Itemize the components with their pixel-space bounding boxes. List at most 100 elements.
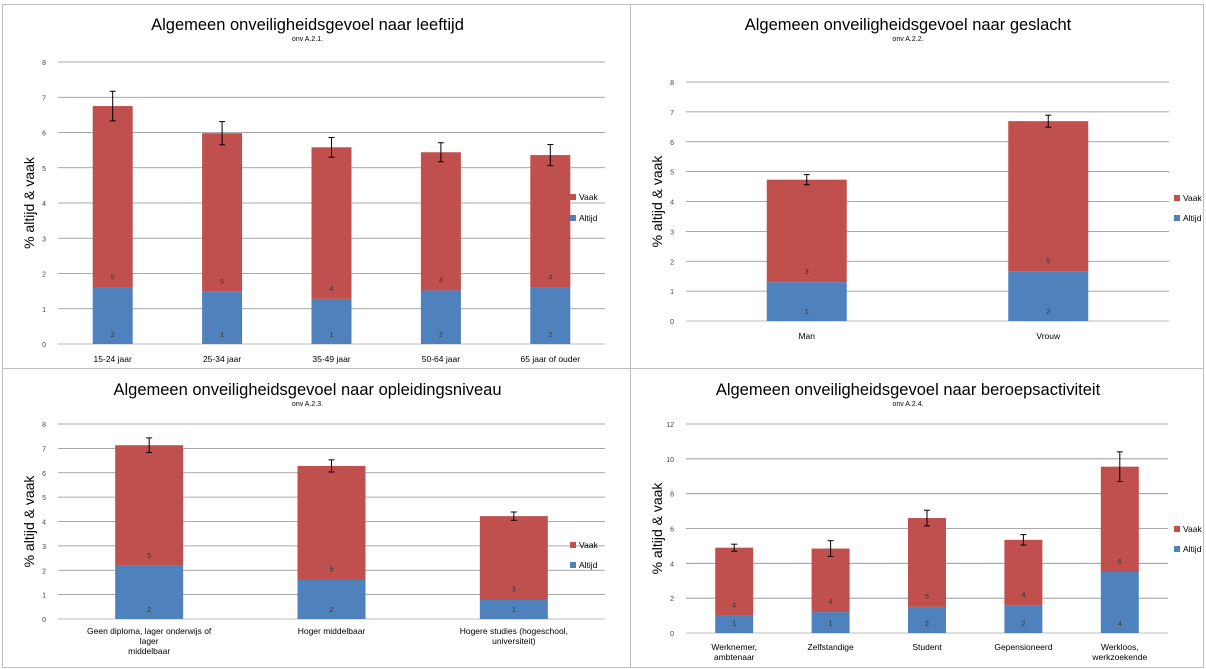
y-tick-label: 1 xyxy=(42,593,46,600)
data-label: 1 xyxy=(220,332,224,339)
x-category-label: 65 jaar of ouder xyxy=(521,354,581,364)
y-tick-label: 3 xyxy=(670,229,674,236)
x-category-label: Hogere studies (hogeschool, xyxy=(460,626,568,636)
x-category-label: middelbaar xyxy=(128,646,170,656)
x-category-label: universiteit) xyxy=(492,636,536,646)
x-category-label: Vrouw xyxy=(1036,331,1061,341)
data-label: 5 xyxy=(925,594,929,601)
legend-label-vaak: Vaak xyxy=(579,192,598,202)
legend-swatch-altijd xyxy=(570,215,576,221)
bar-altijd xyxy=(479,599,548,619)
y-tick-label: 0 xyxy=(42,342,46,349)
y-tick-label: 10 xyxy=(666,457,674,464)
x-category-label: Man xyxy=(798,331,815,341)
x-category-label: 15-24 jaar xyxy=(94,354,132,364)
chart-title: Algemeen onveiligheidsgevoel naar leefti… xyxy=(151,16,464,34)
chart-panel-occupation: Algemeen onveiligheidsgevoel naar beroep… xyxy=(630,368,1204,668)
y-axis-label: % altijd & vaak xyxy=(21,156,37,249)
y-tick-label: 6 xyxy=(42,131,46,138)
data-label: 4 xyxy=(548,275,552,282)
y-tick-label: 7 xyxy=(42,446,46,453)
x-category-label: werkzoekende xyxy=(1091,652,1147,662)
bar-vaak xyxy=(715,547,754,616)
y-tick-label: 3 xyxy=(42,236,46,243)
x-category-label: Student xyxy=(912,642,942,652)
data-label: 4 xyxy=(732,603,736,610)
data-label: 5 xyxy=(330,567,334,574)
y-tick-label: 0 xyxy=(670,319,674,326)
y-tick-label: 12 xyxy=(666,422,674,429)
y-tick-label: 1 xyxy=(42,307,46,314)
y-tick-label: 4 xyxy=(42,201,46,208)
bar-altijd xyxy=(715,615,754,633)
x-category-label: Werknemer, xyxy=(711,642,757,652)
bar-vaak xyxy=(766,179,847,283)
data-label: 1 xyxy=(732,621,736,628)
bar-vaak xyxy=(811,548,850,613)
bar-altijd xyxy=(1008,271,1089,321)
data-label: 2 xyxy=(330,607,334,614)
bar-altijd xyxy=(311,298,352,344)
x-category-label: lager xyxy=(140,636,159,646)
y-tick-label: 7 xyxy=(670,110,674,117)
bar-altijd xyxy=(420,290,461,344)
y-tick-label: 5 xyxy=(42,166,46,173)
legend-swatch-vaak xyxy=(570,194,576,200)
x-category-label: Geen diploma, lager onderwijs of xyxy=(87,626,212,636)
data-label: 6 xyxy=(1118,559,1122,566)
bar-altijd xyxy=(92,287,133,344)
x-category-label: ambtenaar xyxy=(714,652,755,662)
bar-vaak xyxy=(311,147,352,299)
data-label: 2 xyxy=(147,607,151,614)
data-label: 4 xyxy=(330,286,334,293)
y-tick-label: 4 xyxy=(42,520,46,527)
data-label: 2 xyxy=(548,332,552,339)
legend-swatch-vaak xyxy=(1174,195,1180,201)
chart-subtitle: onv A.2.4. xyxy=(892,401,923,408)
chart-subtitle: onv A.2.2. xyxy=(892,36,923,43)
legend-label-vaak: Vaak xyxy=(1183,193,1202,203)
data-label: 4 xyxy=(439,277,443,284)
data-label: 4 xyxy=(829,599,833,606)
data-label: 5 xyxy=(147,553,151,560)
legend-label-vaak: Vaak xyxy=(1183,524,1202,534)
x-category-label: Hoger middelbaar xyxy=(298,626,366,636)
data-label: 5 xyxy=(1046,259,1050,266)
bar-vaak xyxy=(202,133,243,292)
data-label: 2 xyxy=(1021,621,1025,628)
y-tick-label: 6 xyxy=(42,471,46,478)
chart-title: Algemeen onveiligheidsgevoel naar opleid… xyxy=(113,381,501,399)
legend-label-vaak: Vaak xyxy=(579,540,598,550)
y-tick-label: 6 xyxy=(670,140,674,147)
bar-vaak xyxy=(115,445,184,566)
y-tick-label: 6 xyxy=(670,527,674,534)
x-category-label: Gepensioneerd xyxy=(994,642,1052,652)
y-tick-label: 2 xyxy=(42,568,46,575)
x-category-label: 50-64 jaar xyxy=(422,354,460,364)
data-label: 1 xyxy=(829,621,833,628)
y-tick-label: 8 xyxy=(42,60,46,67)
y-axis-label: % altijd & vaak xyxy=(649,155,665,248)
bar-altijd xyxy=(202,291,243,344)
data-label: 2 xyxy=(111,332,115,339)
legend-label-altijd: Altijd xyxy=(1183,213,1202,223)
bar-vaak xyxy=(1004,539,1043,606)
chart-title: Algemeen onveiligheidsgevoel naar beroep… xyxy=(716,381,1101,399)
data-label: 4 xyxy=(1021,592,1025,599)
bar-altijd xyxy=(1100,572,1139,633)
bar-altijd xyxy=(766,282,847,321)
chart-panel-education: Algemeen onveiligheidsgevoel naar opleid… xyxy=(2,368,631,668)
y-tick-label: 0 xyxy=(42,617,46,624)
x-category-label: Werkloos, xyxy=(1101,642,1139,652)
data-label: 3 xyxy=(805,269,809,276)
data-label: 5 xyxy=(220,279,224,286)
bar-vaak xyxy=(1008,121,1089,272)
y-tick-label: 2 xyxy=(670,596,674,603)
bar-altijd xyxy=(115,565,184,619)
bar-vaak xyxy=(92,106,133,288)
data-label: 4 xyxy=(1118,621,1122,628)
data-label: 1 xyxy=(330,332,334,339)
legend-swatch-vaak xyxy=(570,542,576,548)
bar-vaak xyxy=(1100,466,1139,573)
legend-swatch-altijd xyxy=(570,562,576,568)
